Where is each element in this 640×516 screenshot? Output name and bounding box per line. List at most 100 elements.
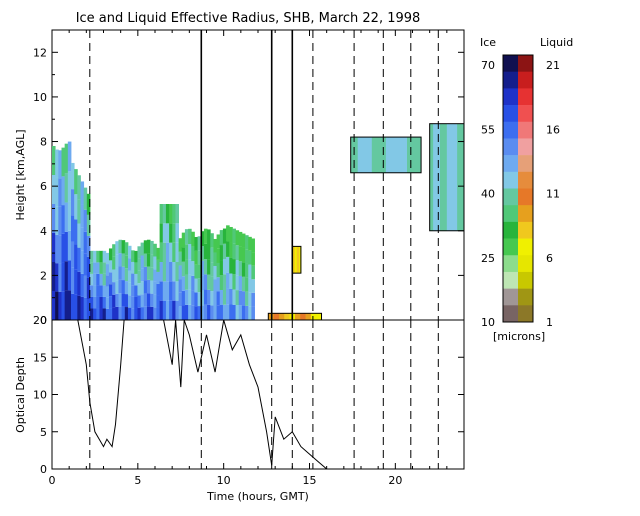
ice-main-cell: [153, 294, 157, 308]
colorbar-ice-label: Ice: [480, 36, 496, 49]
ice-main-cell: [77, 199, 81, 224]
ice-main-cell: [235, 230, 240, 246]
ice-main-cell: [118, 306, 123, 320]
colorbar-ice-swatch: [503, 238, 518, 256]
ice-main-cell: [169, 300, 173, 320]
ice-main-cell: [52, 175, 56, 204]
liquid-base-cell: [278, 313, 285, 320]
colorbar-liquid-tick-label: 21: [546, 59, 560, 72]
ice-main-cell: [248, 292, 252, 307]
ice-main-cell: [229, 257, 233, 274]
ice-main-cell: [58, 235, 62, 264]
ice-main-cell: [137, 307, 142, 320]
ice-main-cell: [64, 173, 69, 203]
colorbar-liquid-swatch: [518, 71, 533, 89]
ice-main-cell: [172, 223, 176, 243]
ice-main-cell: [131, 250, 135, 262]
liquid-patch-cell: [299, 246, 301, 274]
optical-depth-axis-label: Optical Depth: [14, 357, 27, 433]
ice-main-cell: [207, 274, 211, 290]
ice-main-cell: [229, 304, 233, 320]
ice-main-cell: [219, 230, 224, 246]
ice-main-cell: [108, 260, 113, 273]
ice-main-cell: [134, 273, 138, 286]
ice-main-cell: [203, 289, 208, 305]
ice-main-cell: [105, 308, 110, 320]
ice-main-cell: [89, 262, 94, 274]
ice-main-cell: [226, 288, 230, 305]
ice-main-cell: [83, 253, 88, 276]
ice-main-cell: [52, 204, 56, 233]
ice-main-cell: [226, 272, 230, 289]
time-tick-label: 15: [303, 474, 317, 487]
ice-main-cell: [64, 290, 69, 320]
ice-main-cell: [58, 150, 62, 179]
ice-main-cell: [140, 255, 145, 269]
ice-main-cell: [172, 262, 176, 282]
ice-main-cell: [105, 252, 110, 265]
ice-main-cell: [80, 204, 85, 228]
optical-depth-tick-label: 15: [33, 351, 47, 364]
ice-main-cell: [74, 219, 78, 245]
ice-main-cell: [222, 274, 227, 290]
ice-main-cell: [219, 305, 224, 320]
ice-main-cell: [74, 294, 78, 320]
colorbar-liquid-swatch: [518, 121, 533, 139]
ice-main-cell: [229, 288, 233, 305]
ice-main-cell: [181, 305, 186, 320]
optical-depth-tick-label: 0: [40, 463, 47, 476]
ice-main-cell: [55, 206, 59, 235]
colorbar-liquid-swatch: [518, 205, 533, 223]
ice-main-cell: [124, 294, 129, 308]
ice-main-cell: [207, 259, 211, 275]
ice-main-cell: [222, 243, 227, 260]
ice-main-cell: [112, 307, 116, 320]
ice-main-cell: [156, 271, 161, 284]
ice-main-cell: [52, 233, 56, 262]
ice-main-cell: [102, 273, 107, 286]
liquid-base-cell: [310, 313, 317, 320]
time-axis-label: Time (hours, GMT): [206, 490, 309, 503]
ice-main-cell: [213, 279, 217, 293]
ice-cirrus-1-cell: [399, 137, 408, 173]
ice-cirrus-2-region: [429, 123, 465, 232]
ice-main-cell: [52, 146, 56, 175]
ice-main-cell: [146, 293, 151, 307]
optical-depth-ticks: 0 5 10 15 20: [33, 314, 464, 476]
colorbar-ice-scale: [503, 55, 518, 323]
ice-main-cell: [153, 256, 157, 270]
ice-main-cell: [245, 235, 249, 250]
ice-main-cell: [80, 227, 85, 251]
ice-main-cell: [140, 268, 145, 282]
liquid-patch-cell: [297, 246, 299, 274]
ice-main-cell: [222, 259, 227, 275]
ice-main-cell: [89, 273, 94, 286]
ice-main-cell: [108, 272, 113, 285]
ice-main-cell: [77, 271, 81, 296]
ice-main-cell: [93, 273, 97, 286]
ice-main-cell: [156, 247, 161, 260]
ice-main-cell: [77, 175, 81, 200]
ice-main-cell: [241, 233, 246, 248]
ice-main-cell: [77, 223, 81, 248]
ice-main-cell: [93, 296, 97, 309]
ice-main-cell: [156, 259, 161, 272]
ice-main-cell: [241, 262, 246, 277]
ice-main-cell: [156, 307, 161, 320]
height-tick-label: 4: [40, 225, 47, 238]
ice-main-cell: [124, 242, 129, 256]
ice-main-cell: [52, 262, 56, 291]
ice-main-cell: [102, 250, 107, 263]
ice-main-cell: [127, 270, 132, 283]
ice-main-cell: [197, 236, 202, 251]
ice-main-cell: [238, 231, 243, 247]
ice-main-cell: [64, 231, 69, 262]
ice-main-cell: [197, 250, 202, 265]
ice-main-cell: [115, 293, 119, 307]
ice-main-cell: [61, 262, 66, 292]
ice-main-cell: [143, 293, 148, 307]
height-tick-label: 12: [33, 46, 47, 59]
ice-main-cell: [241, 247, 246, 263]
colorbar-liquid-swatch: [518, 305, 533, 323]
